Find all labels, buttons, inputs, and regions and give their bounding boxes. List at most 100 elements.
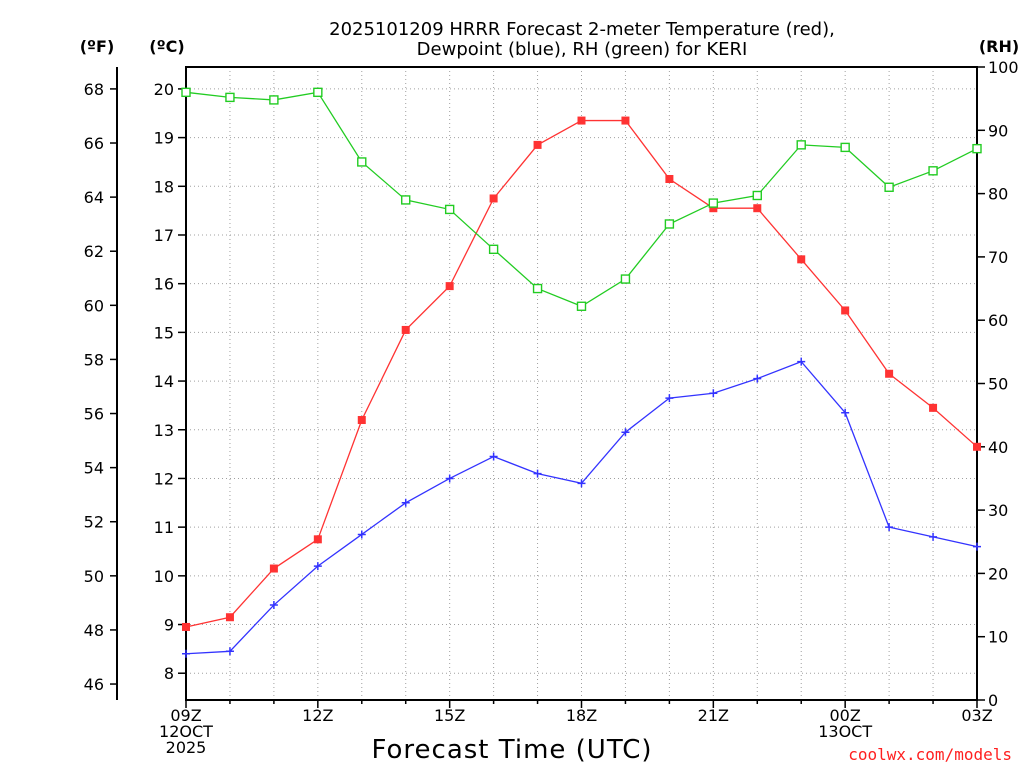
celsius-tick-label: 18 (154, 177, 174, 196)
rh-point (928, 166, 938, 176)
dewpoint-point (489, 452, 498, 461)
temperature-point (401, 325, 410, 334)
temperature-point (973, 442, 981, 451)
x-tick-label: 00Z (830, 706, 861, 725)
temperature-point (445, 282, 454, 291)
rh-point (401, 195, 411, 205)
dewpoint-point (313, 562, 322, 571)
celsius-unit-label: (ºC) (149, 37, 184, 56)
rh-point (225, 92, 235, 103)
rh-tick-label: 20 (988, 564, 1008, 583)
dewpoint-point (841, 408, 850, 417)
fahrenheit-tick-label: 54 (84, 459, 104, 478)
dewpoint-point (225, 647, 234, 656)
chart-title-line1: 2025101209 HRRR Forecast 2-meter Tempera… (329, 19, 835, 40)
rh-tick-label: 90 (988, 121, 1008, 140)
celsius-tick-label: 8 (164, 664, 174, 683)
dewpoint-point (533, 469, 542, 478)
celsius-tick-label: 17 (154, 226, 174, 245)
temperature-point (489, 194, 498, 203)
fahrenheit-tick-label: 46 (84, 675, 104, 694)
dewpoint-point (577, 479, 586, 488)
fahrenheit-tick-label: 66 (84, 134, 104, 153)
dewpoint-point (357, 530, 366, 539)
dewpoint-point (182, 649, 190, 658)
rh-tick-label: 40 (988, 438, 1008, 457)
temperature-point (269, 564, 278, 573)
dewpoint-point (929, 532, 938, 541)
fahrenheit-tick-label: 50 (84, 567, 104, 586)
dewpoint-point (885, 523, 894, 532)
temperature-point (533, 140, 542, 149)
celsius-tick-label: 10 (154, 567, 174, 586)
temperature-point (929, 403, 938, 412)
temperature-point (577, 116, 586, 125)
temperature-point (621, 116, 630, 125)
tick-labels: 46 48 50 52 54 56 58 60 62 64 66 68 8 9 10 11 12 13 14 15 16… (84, 58, 1019, 757)
celsius-tick-label: 11 (154, 518, 174, 537)
temperature-point (841, 306, 850, 315)
rh-tick-label: 10 (988, 628, 1008, 647)
chart-title-line2: Dewpoint (blue), RH (green) for KERI (417, 39, 748, 60)
temperature-point (885, 369, 894, 378)
x-tick-label: 09Z (170, 706, 201, 725)
rh-point (488, 244, 499, 255)
grid (185, 67, 978, 700)
rh-unit-label: (RH) (979, 37, 1019, 56)
fahrenheit-tick-label: 56 (84, 405, 104, 424)
x-tick-label: 21Z (698, 706, 729, 725)
rh-point (752, 190, 762, 201)
dewpoint-point (665, 394, 674, 403)
rh-tick-label: 60 (988, 311, 1008, 330)
rh-point (972, 143, 982, 154)
dewpoint-point (401, 498, 410, 507)
fahrenheit-unit-label: (ºF) (80, 37, 115, 56)
rh-point (181, 87, 191, 98)
rh-point (664, 219, 675, 229)
temperature-point (753, 204, 762, 213)
rh-point (357, 157, 367, 167)
fahrenheit-tick-label: 60 (84, 296, 104, 315)
axes (110, 66, 985, 708)
temperature-point (709, 204, 718, 213)
x-tick-label: 12OCT (159, 722, 213, 741)
rh-tick-label: 50 (988, 375, 1008, 394)
rh-point (313, 87, 323, 98)
fahrenheit-tick-label: 64 (84, 188, 104, 207)
rh-tick-label: 80 (988, 185, 1008, 204)
dewpoint-point (797, 357, 806, 366)
rh-point (444, 204, 455, 215)
celsius-tick-label: 16 (154, 275, 174, 294)
dewpoint-point (445, 474, 454, 483)
dewpoint-point (621, 428, 630, 437)
dewpoint-point (709, 389, 718, 398)
x-tick-label: 03Z (961, 706, 992, 725)
rh-point (532, 283, 543, 294)
fahrenheit-tick-label: 48 (84, 621, 104, 640)
fahrenheit-tick-label: 62 (84, 242, 104, 261)
rh-point (620, 274, 631, 284)
credit-text: coolwx.com/models (848, 745, 1012, 764)
rh-tick-label: 100 (988, 58, 1019, 77)
dewpoint-point (269, 601, 278, 610)
celsius-tick-label: 15 (154, 323, 174, 342)
temperature-point (665, 174, 674, 183)
celsius-tick-label: 20 (154, 80, 174, 99)
rh-point (884, 182, 894, 192)
celsius-tick-label: 9 (164, 616, 174, 635)
rh-tick-label: 0 (988, 691, 998, 710)
dewpoint-point (753, 374, 762, 383)
temperature-point (797, 255, 806, 264)
temperature-point (182, 622, 190, 631)
temperature-point (313, 535, 322, 544)
x-tick-label: 2025 (166, 738, 207, 757)
fahrenheit-tick-label: 52 (84, 513, 104, 532)
celsius-tick-label: 13 (154, 421, 174, 440)
temperature-point (225, 613, 234, 622)
x-tick-label: 12Z (302, 706, 333, 725)
x-tick-label: 15Z (434, 706, 465, 725)
celsius-tick-label: 12 (154, 469, 174, 488)
series (181, 87, 982, 658)
rh-point (708, 198, 719, 208)
